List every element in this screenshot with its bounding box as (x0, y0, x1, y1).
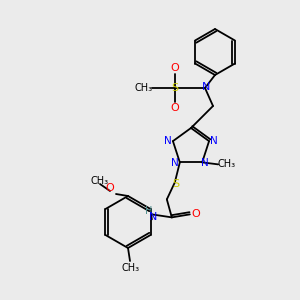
Text: H: H (145, 206, 152, 216)
Text: O: O (106, 183, 114, 193)
Text: N: N (148, 212, 157, 222)
Text: N: N (210, 136, 218, 146)
Text: N: N (171, 158, 179, 168)
Text: S: S (171, 83, 178, 93)
Text: CH₃: CH₃ (122, 263, 140, 273)
Text: O: O (171, 103, 179, 113)
Text: S: S (172, 179, 179, 189)
Text: O: O (171, 63, 179, 73)
Text: N: N (164, 136, 172, 146)
Text: N: N (202, 82, 210, 92)
Text: CH₃: CH₃ (217, 159, 235, 170)
Text: N: N (201, 158, 209, 168)
Text: CH₃: CH₃ (135, 83, 153, 93)
Text: CH₃: CH₃ (91, 176, 109, 186)
Text: O: O (191, 209, 200, 219)
